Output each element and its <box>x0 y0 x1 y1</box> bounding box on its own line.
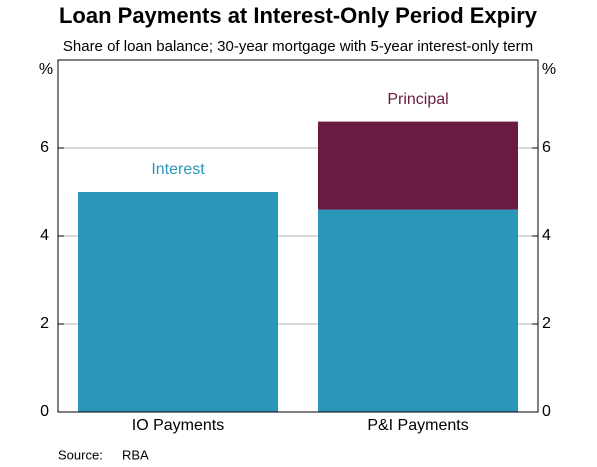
source-label: Source: <box>58 447 103 462</box>
y-tick-label: 0 <box>40 403 49 420</box>
chart-title: Loan Payments at Interest-Only Period Ex… <box>59 3 538 28</box>
y-tick-label: 2 <box>40 315 49 332</box>
y2-tick-label: 2 <box>542 315 551 332</box>
bar-segment <box>318 121 518 210</box>
y2-tick-label: 6 <box>542 139 551 156</box>
y-tick-label: 4 <box>40 227 49 244</box>
y-unit: % <box>39 61 53 78</box>
y2-tick-label: 4 <box>542 227 551 244</box>
y2-tick-label: 0 <box>542 403 551 420</box>
bar-segment <box>78 192 278 412</box>
x-tick-label: IO Payments <box>132 417 224 434</box>
series-label: Principal <box>387 91 448 108</box>
series-label: Interest <box>151 161 205 178</box>
source: RBA <box>122 447 149 462</box>
y-tick-label: 6 <box>40 139 49 156</box>
bar-segment <box>318 209 518 412</box>
x-tick-label: P&I Payments <box>367 417 468 434</box>
y2-unit: % <box>542 61 556 78</box>
plot-frame <box>57 59 539 413</box>
chart-subtitle: Share of loan balance; 30-year mortgage … <box>63 38 533 55</box>
